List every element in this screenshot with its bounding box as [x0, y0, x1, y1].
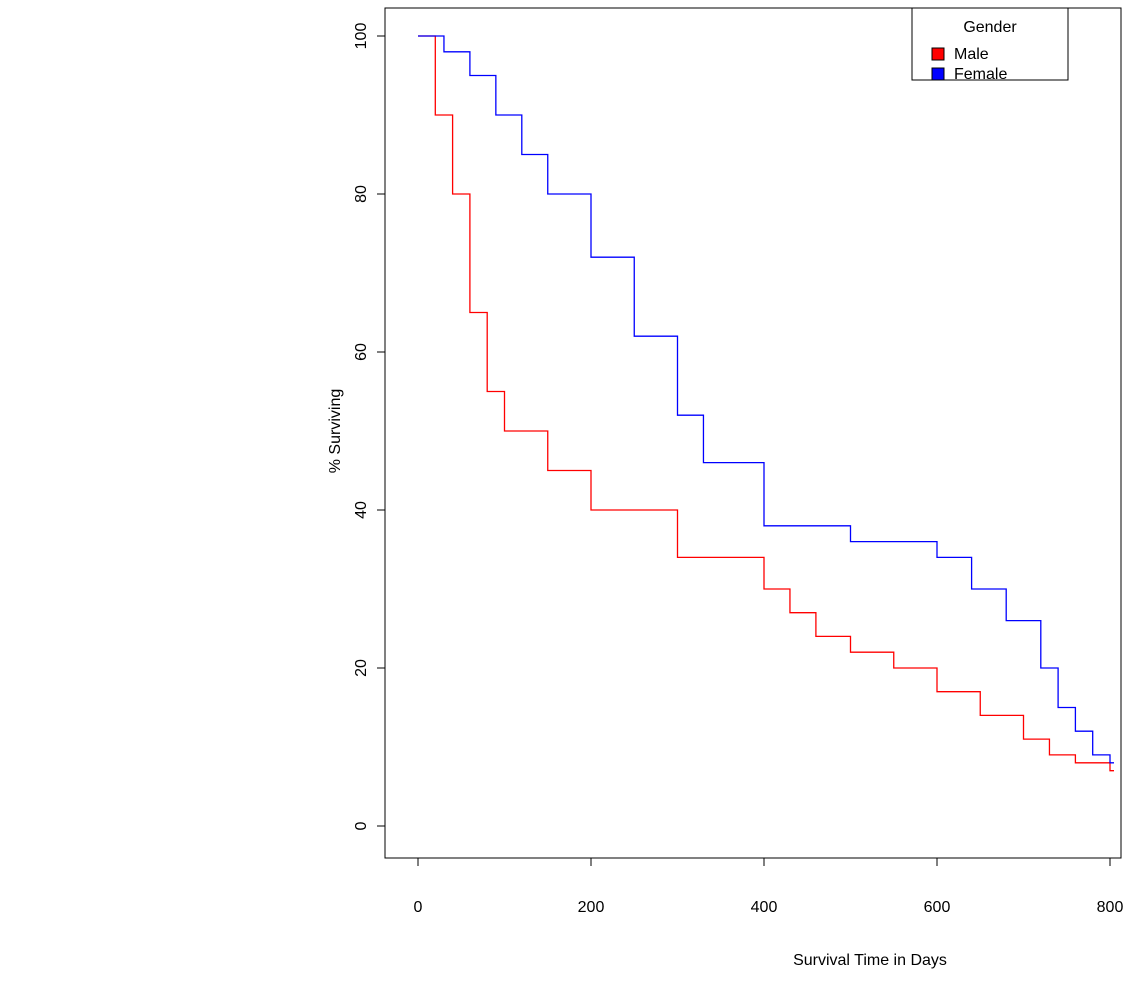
y-tick-label: 100: [353, 23, 370, 50]
legend-label: Female: [954, 66, 1007, 83]
legend-title: Gender: [963, 19, 1017, 36]
survival-curve: [418, 35, 1114, 772]
legend-swatch: [931, 67, 945, 81]
x-tick-label: 600: [924, 899, 951, 916]
plot-box: [384, 7, 1122, 859]
y-tick-label: 20: [353, 659, 370, 677]
y-tick-label: 60: [353, 343, 370, 361]
x-tick-label: 800: [1097, 899, 1124, 916]
y-tick-label: 80: [353, 185, 370, 203]
legend-swatch: [931, 47, 945, 61]
survival-curve: [418, 35, 1114, 764]
x-tick-label: 400: [751, 899, 778, 916]
y-tick-label: 40: [353, 501, 370, 519]
legend-label: Male: [954, 46, 989, 63]
x-tick-label: 0: [414, 899, 423, 916]
x-axis-label: Survival Time in Days: [793, 952, 947, 969]
y-axis-label: % Surviving: [327, 389, 344, 473]
y-tick-label: 0: [353, 821, 370, 830]
x-tick-label: 200: [578, 899, 605, 916]
